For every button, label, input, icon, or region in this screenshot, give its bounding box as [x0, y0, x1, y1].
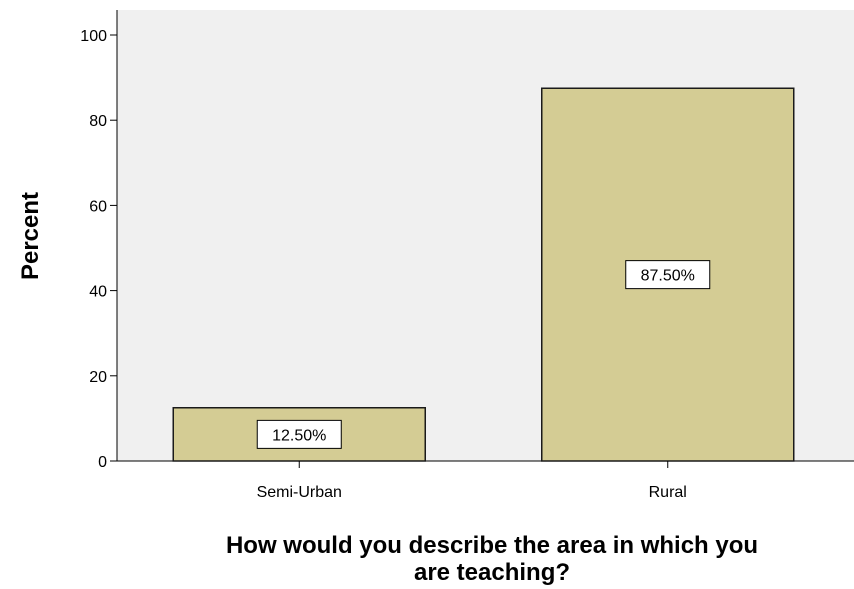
- x-tick-label: Semi-Urban: [257, 484, 342, 501]
- data-label: 87.50%: [641, 268, 695, 285]
- bars: 12.50% 87.50%: [172, 87, 795, 462]
- y-axis-title: Percent: [17, 192, 44, 280]
- y-tick-label: 0: [98, 454, 107, 471]
- x-axis-title-line-2: are teaching?: [414, 559, 570, 586]
- x-axis-ticks: Semi-Urban Rural: [257, 461, 687, 501]
- x-tick-label: Rural: [649, 484, 687, 501]
- y-tick-label: 60: [89, 198, 107, 215]
- y-tick-label: 20: [89, 369, 107, 386]
- y-tick-label: 40: [89, 284, 107, 301]
- data-label: 12.50%: [272, 427, 326, 444]
- y-axis-ticks: 0 20 40 60 80 100: [80, 28, 117, 471]
- data-label-box: [256, 419, 342, 449]
- x-axis-title-line-1: How would you describe the area in which…: [226, 532, 758, 559]
- y-tick-label: 100: [80, 28, 107, 45]
- data-label-box: [625, 260, 711, 290]
- y-tick-label: 80: [89, 113, 107, 130]
